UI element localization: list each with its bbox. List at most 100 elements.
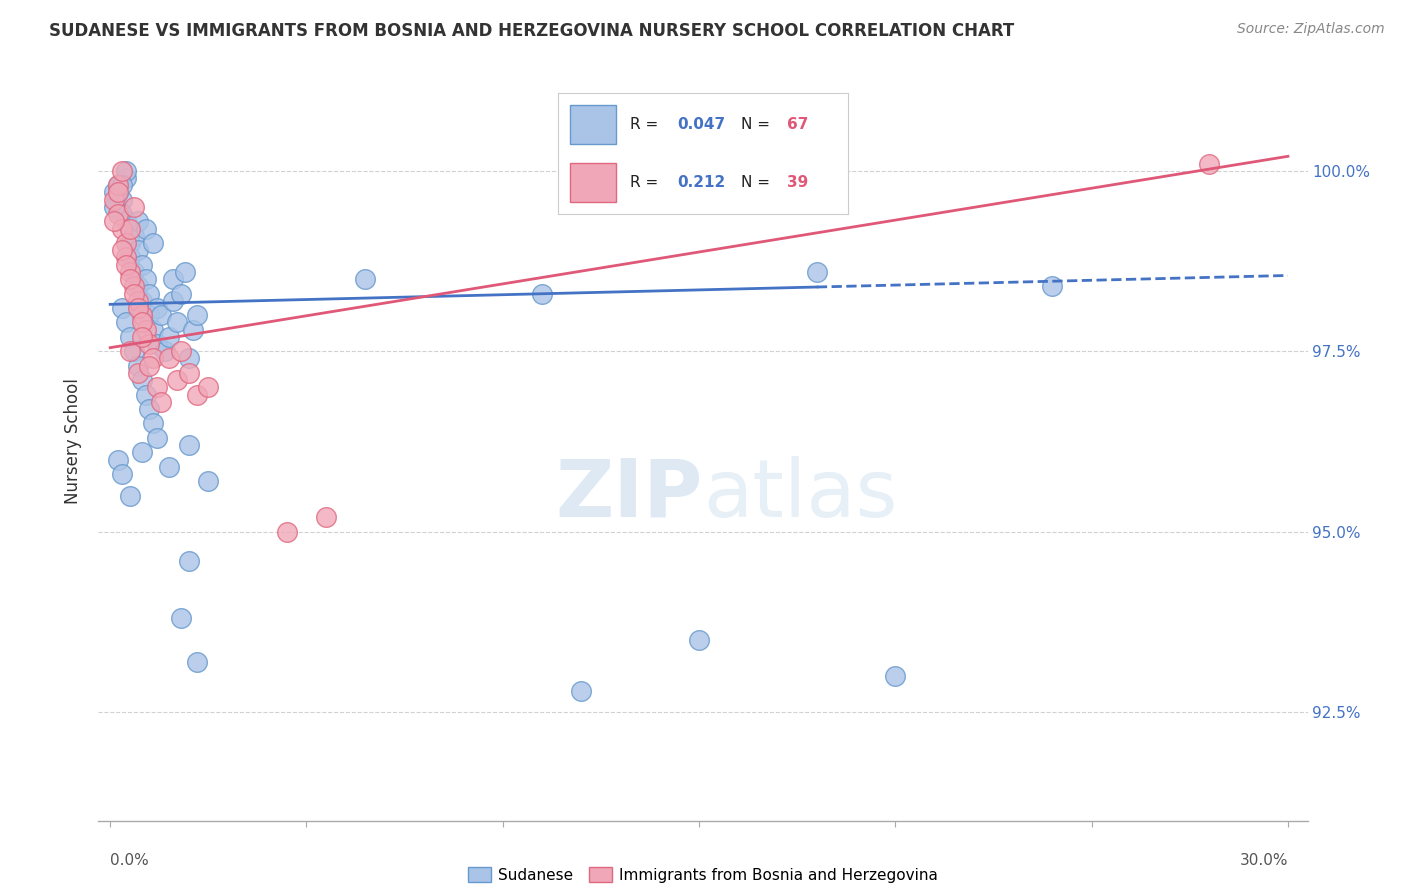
- Text: Source: ZipAtlas.com: Source: ZipAtlas.com: [1237, 22, 1385, 37]
- Point: [115, 214, 138, 228]
- Point: [884, 669, 907, 683]
- Point: [115, 251, 138, 265]
- Point: [142, 235, 165, 250]
- Point: [135, 387, 157, 401]
- Point: [131, 258, 153, 272]
- Point: [111, 163, 134, 178]
- Point: [181, 323, 204, 337]
- Point: [118, 344, 141, 359]
- Point: [107, 186, 129, 200]
- Text: 30.0%: 30.0%: [1240, 853, 1288, 868]
- Point: [135, 221, 157, 235]
- Point: [122, 228, 145, 243]
- Point: [1042, 279, 1064, 293]
- Point: [122, 344, 145, 359]
- Point: [127, 214, 149, 228]
- Point: [142, 417, 165, 431]
- Point: [111, 221, 134, 235]
- Point: [107, 200, 129, 214]
- Point: [111, 178, 134, 193]
- Point: [531, 286, 554, 301]
- Point: [142, 323, 165, 337]
- Point: [354, 272, 377, 286]
- Point: [806, 265, 828, 279]
- Point: [197, 380, 219, 394]
- Point: [118, 221, 141, 235]
- Point: [103, 186, 125, 200]
- Point: [162, 293, 184, 308]
- Point: [142, 351, 165, 366]
- Point: [166, 373, 188, 387]
- Point: [157, 330, 180, 344]
- Point: [115, 163, 138, 178]
- Point: [150, 308, 173, 322]
- Point: [153, 344, 176, 359]
- Point: [115, 258, 138, 272]
- Point: [118, 272, 141, 286]
- Point: [135, 323, 157, 337]
- Point: [118, 221, 141, 235]
- Point: [138, 286, 160, 301]
- Point: [186, 655, 208, 669]
- Point: [131, 445, 153, 459]
- Point: [122, 279, 145, 293]
- Point: [127, 359, 149, 373]
- Point: [103, 193, 125, 207]
- Legend: Sudanese, Immigrants from Bosnia and Herzegovina: Sudanese, Immigrants from Bosnia and Her…: [461, 861, 945, 888]
- Point: [138, 402, 160, 417]
- Point: [177, 554, 200, 568]
- Point: [127, 279, 149, 293]
- Point: [146, 380, 169, 394]
- Point: [111, 467, 134, 481]
- Point: [107, 452, 129, 467]
- Point: [146, 301, 169, 315]
- Point: [166, 315, 188, 329]
- Point: [157, 459, 180, 474]
- Point: [315, 510, 337, 524]
- Point: [569, 683, 592, 698]
- Point: [103, 214, 125, 228]
- Point: [115, 315, 138, 329]
- Point: [127, 293, 149, 308]
- Text: ZIP: ZIP: [555, 456, 703, 533]
- Point: [186, 308, 208, 322]
- Point: [157, 351, 180, 366]
- Point: [107, 178, 129, 193]
- Point: [103, 200, 125, 214]
- Text: atlas: atlas: [703, 456, 897, 533]
- Point: [135, 272, 157, 286]
- Point: [276, 524, 298, 539]
- Point: [131, 308, 153, 322]
- Point: [150, 394, 173, 409]
- Point: [111, 193, 134, 207]
- Point: [122, 200, 145, 214]
- Point: [127, 301, 149, 315]
- Y-axis label: Nursery School: Nursery School: [65, 378, 83, 505]
- Point: [170, 611, 193, 625]
- Point: [115, 235, 138, 250]
- Point: [122, 286, 145, 301]
- Text: 0.0%: 0.0%: [110, 853, 149, 868]
- Point: [177, 366, 200, 380]
- Point: [107, 178, 129, 193]
- Point: [122, 265, 145, 279]
- Point: [138, 308, 160, 322]
- Point: [118, 265, 141, 279]
- Point: [162, 272, 184, 286]
- Point: [131, 330, 153, 344]
- Point: [173, 265, 195, 279]
- Point: [177, 438, 200, 452]
- Point: [569, 163, 592, 178]
- Point: [131, 373, 153, 387]
- Text: SUDANESE VS IMMIGRANTS FROM BOSNIA AND HERZEGOVINA NURSERY SCHOOL CORRELATION CH: SUDANESE VS IMMIGRANTS FROM BOSNIA AND H…: [49, 22, 1015, 40]
- Point: [1198, 156, 1220, 170]
- Point: [688, 633, 710, 648]
- Point: [177, 351, 200, 366]
- Point: [107, 207, 129, 221]
- Point: [146, 337, 169, 351]
- Point: [118, 489, 141, 503]
- Point: [146, 431, 169, 445]
- Point: [197, 475, 219, 489]
- Point: [127, 243, 149, 257]
- Point: [118, 330, 141, 344]
